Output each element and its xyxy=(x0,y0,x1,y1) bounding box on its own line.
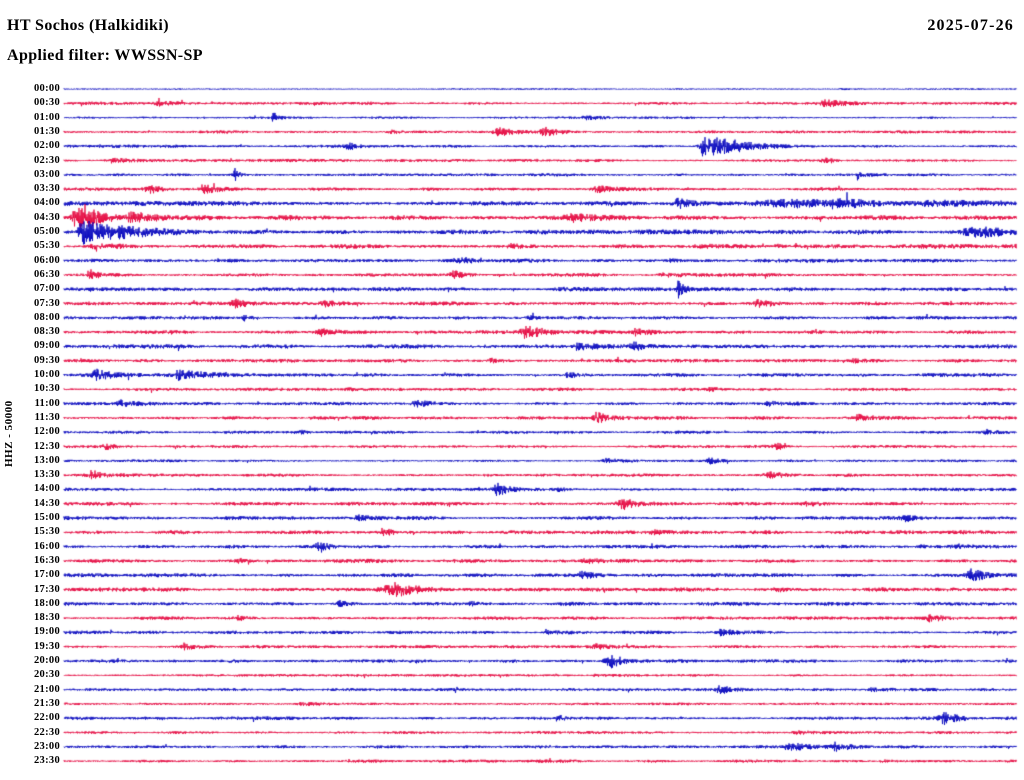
row-time-label: 03:00 xyxy=(34,168,60,180)
row-time-label: 00:30 xyxy=(34,97,60,109)
row-time-label: 21:30 xyxy=(34,697,60,709)
row-time-label: 13:00 xyxy=(34,454,60,466)
row-time-label: 06:00 xyxy=(34,254,60,266)
row-time-label: 18:00 xyxy=(34,597,60,609)
row-time-label: 12:30 xyxy=(34,440,60,452)
row-time-label: 14:00 xyxy=(34,483,60,495)
row-time-label: 20:00 xyxy=(34,655,60,666)
row-time-label: 19:30 xyxy=(34,640,60,652)
row-time-label: 07:00 xyxy=(34,283,60,295)
row-time-label: 22:30 xyxy=(34,726,60,738)
row-time-label: 11:00 xyxy=(34,397,60,409)
date-label: 2025-07-26 xyxy=(927,17,1014,34)
row-time-label: 06:30 xyxy=(34,268,60,280)
row-time-label: 09:00 xyxy=(34,340,60,352)
row-time-label: 03:30 xyxy=(34,183,60,195)
row-time-label: 16:00 xyxy=(34,540,60,552)
row-time-label: 00:00 xyxy=(34,83,60,94)
row-time-label: 09:30 xyxy=(34,354,60,366)
row-time-label: 02:30 xyxy=(34,154,60,166)
row-time-label: 23:30 xyxy=(34,755,60,767)
row-time-label: 20:30 xyxy=(34,669,60,681)
row-time-label: 08:00 xyxy=(34,311,60,323)
row-time-label: 07:30 xyxy=(34,297,60,309)
row-time-label: 19:00 xyxy=(34,626,60,638)
row-time-label: 08:30 xyxy=(34,326,60,338)
row-time-label: 17:30 xyxy=(34,583,60,595)
row-time-label: 02:00 xyxy=(34,140,60,152)
channel-scale-label: HHZ - 50000 xyxy=(3,400,15,467)
row-time-label: 15:00 xyxy=(34,512,60,523)
row-time-label: 17:00 xyxy=(34,569,60,581)
row-time-label: 10:00 xyxy=(34,369,60,380)
row-time-label: 14:30 xyxy=(34,497,60,509)
row-time-label: 15:30 xyxy=(34,526,60,538)
row-time-label: 23:00 xyxy=(34,740,60,752)
row-time-label: 05:30 xyxy=(34,240,60,252)
row-time-label: 18:30 xyxy=(34,612,60,624)
row-time-label: 13:30 xyxy=(34,469,60,481)
row-time-label: 04:00 xyxy=(34,197,60,209)
row-time-label: 01:30 xyxy=(34,125,60,137)
row-time-label: 21:00 xyxy=(34,683,60,695)
row-time-label: 22:00 xyxy=(34,712,60,724)
row-time-label: 01:00 xyxy=(34,111,60,123)
row-time-label: 05:00 xyxy=(34,226,60,237)
row-time-label: 11:30 xyxy=(34,411,60,423)
station-title: HT Sochos (Halkidiki) xyxy=(7,17,169,34)
row-time-label: 04:30 xyxy=(34,211,60,223)
row-time-label: 10:30 xyxy=(34,383,60,395)
row-time-label: 16:30 xyxy=(34,554,60,566)
filter-label: Applied filter: WWSSN-SP xyxy=(7,47,203,64)
row-time-label: 12:00 xyxy=(34,426,60,438)
